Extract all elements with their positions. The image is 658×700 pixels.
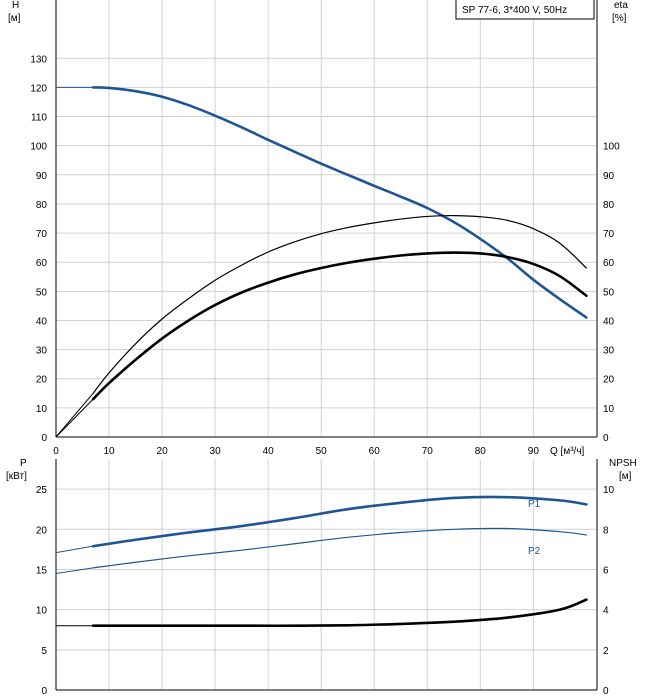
top-series-0-line (91, 86, 588, 319)
bottom-series-0-line (91, 495, 588, 548)
top-left-tick-label: 100 (30, 142, 47, 153)
top-left-tick-label: 80 (36, 200, 48, 211)
top-left-tick-label: 130 (30, 54, 47, 65)
top-x-tick-label: 10 (103, 446, 115, 457)
bottom-series-2-line (91, 598, 588, 628)
top-right-tick-label: 10 (603, 404, 615, 415)
bottom-right-axis-unit: [м] (619, 471, 632, 482)
bottom-left-tick-label: 5 (41, 646, 47, 657)
top-right-tick-label: 20 (603, 375, 615, 386)
top-right-tick-label: 40 (603, 316, 615, 327)
bottom-left-tick-label: 20 (36, 525, 48, 536)
top-right-tick-label: 50 (603, 287, 615, 298)
top-left-tick-label: 60 (36, 258, 48, 269)
top-left-tick-label: 50 (36, 287, 48, 298)
top-right-axis-unit: [%] (612, 13, 627, 24)
top-left-tick-label: 40 (36, 316, 48, 327)
top-left-tick-label: 70 (36, 229, 48, 240)
top-left-tick-label: 90 (36, 171, 48, 182)
top-series-1-line (92, 214, 587, 394)
top-left-tick-label: 120 (30, 83, 47, 94)
top-right-tick-label: 0 (603, 433, 609, 444)
series-label-p1: P1 (528, 499, 541, 510)
top-x-tick-label: 20 (157, 446, 169, 457)
grid-layer (56, 0, 597, 690)
top-left-tick-label: 0 (41, 433, 47, 444)
bottom-left-axis-title: P (20, 458, 27, 469)
bottom-right-tick-label: 2 (603, 646, 609, 657)
top-left-tick-label: 30 (36, 346, 48, 357)
top-left-tick-label: 20 (36, 375, 48, 386)
series-layer (55, 86, 588, 628)
top-right-tick-label: 100 (603, 142, 620, 153)
bottom-left-tick-label: 25 (36, 485, 48, 496)
top-x-tick-label: 30 (210, 446, 222, 457)
bottom-series-1-extension-line (55, 567, 94, 574)
bottom-left-tick-label: 15 (36, 565, 48, 576)
top-series-2-extension-line (55, 398, 94, 438)
bottom-series-1-line (92, 527, 587, 569)
top-x-tick-label: 70 (422, 446, 434, 457)
top-right-axis-title: eta (614, 0, 628, 11)
bottom-left-tick-label: 0 (41, 686, 47, 697)
top-x-axis-title: Q [м³/ч] (550, 446, 585, 457)
labels-layer: H [м] eta [%] Q [м³/ч] P [кВт] NPSH [м] … (6, 0, 637, 697)
top-x-tick-label: 0 (53, 446, 59, 457)
top-right-tick-label: 60 (603, 258, 615, 269)
bottom-right-axis-title: NPSH (609, 458, 637, 469)
bottom-left-axis-unit: [кВт] (6, 471, 27, 482)
series-label-p2: P2 (528, 546, 541, 557)
top-x-tick-label: 90 (528, 446, 540, 457)
legend-text: SP 77-6, 3*400 V, 50Hz (462, 5, 567, 16)
top-series-2-line (91, 251, 588, 401)
top-x-tick-label: 50 (316, 446, 328, 457)
top-x-tick-label: 40 (263, 446, 275, 457)
top-left-axis-title: H (12, 0, 19, 11)
top-left-tick-label: 10 (36, 404, 48, 415)
axes-layer (55, 0, 598, 691)
bottom-series-0-extension-line (55, 545, 94, 554)
bottom-right-tick-label: 0 (603, 686, 609, 697)
top-right-tick-label: 80 (603, 200, 615, 211)
bottom-right-tick-label: 10 (603, 485, 615, 496)
bottom-right-tick-label: 8 (603, 525, 609, 536)
top-right-tick-label: 90 (603, 171, 615, 182)
bottom-left-tick-label: 10 (36, 606, 48, 617)
bottom-right-tick-label: 6 (603, 565, 609, 576)
top-right-tick-label: 30 (603, 346, 615, 357)
top-series-1-extension-line (55, 392, 94, 438)
top-left-axis-unit: [м] (8, 13, 21, 24)
top-x-tick-label: 60 (369, 446, 381, 457)
top-right-tick-label: 70 (603, 229, 615, 240)
top-left-tick-label: 110 (31, 113, 47, 124)
legend-box (455, 0, 595, 20)
top-x-tick-label: 80 (475, 446, 487, 457)
bottom-right-tick-label: 4 (603, 606, 609, 617)
